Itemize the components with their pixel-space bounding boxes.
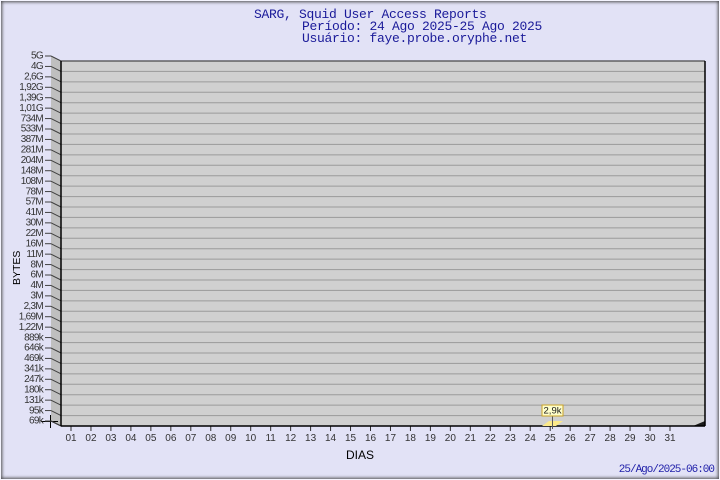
svg-text:341k: 341k bbox=[24, 364, 45, 375]
svg-text:4M: 4M bbox=[31, 280, 44, 291]
svg-text:5G: 5G bbox=[31, 51, 44, 62]
svg-text:21: 21 bbox=[465, 433, 477, 444]
svg-text:11: 11 bbox=[265, 433, 276, 444]
svg-text:734M: 734M bbox=[21, 113, 44, 124]
svg-text:30M: 30M bbox=[26, 218, 44, 229]
svg-text:4G: 4G bbox=[31, 61, 44, 72]
svg-text:29: 29 bbox=[625, 433, 637, 444]
svg-text:204M: 204M bbox=[21, 155, 44, 166]
svg-text:03: 03 bbox=[105, 433, 117, 444]
svg-text:19: 19 bbox=[425, 433, 437, 444]
svg-text:13: 13 bbox=[305, 433, 317, 444]
svg-text:889k: 889k bbox=[24, 332, 45, 343]
svg-text:180k: 180k bbox=[24, 384, 45, 395]
svg-text:95k: 95k bbox=[29, 405, 45, 416]
svg-text:20: 20 bbox=[445, 433, 457, 444]
svg-text:01: 01 bbox=[65, 433, 77, 444]
svg-text:469k: 469k bbox=[24, 353, 45, 364]
svg-text:18: 18 bbox=[405, 433, 417, 444]
svg-text:17: 17 bbox=[385, 433, 397, 444]
svg-text:14: 14 bbox=[325, 433, 337, 444]
svg-text:57M: 57M bbox=[26, 197, 44, 208]
svg-text:533M: 533M bbox=[21, 124, 44, 135]
svg-text:1,92G: 1,92G bbox=[19, 82, 44, 93]
svg-text:26: 26 bbox=[565, 433, 577, 444]
svg-text:09: 09 bbox=[225, 433, 237, 444]
svg-text:30: 30 bbox=[644, 433, 656, 444]
svg-text:387M: 387M bbox=[21, 134, 44, 145]
svg-text:12: 12 bbox=[285, 433, 297, 444]
svg-text:247k: 247k bbox=[24, 374, 45, 385]
svg-text:69k: 69k bbox=[29, 416, 45, 427]
svg-text:6M: 6M bbox=[31, 270, 44, 281]
svg-text:108M: 108M bbox=[21, 176, 44, 187]
svg-text:78M: 78M bbox=[26, 186, 44, 197]
svg-text:22: 22 bbox=[485, 433, 497, 444]
svg-text:1,39G: 1,39G bbox=[19, 92, 44, 103]
svg-text:08: 08 bbox=[205, 433, 217, 444]
svg-text:07: 07 bbox=[185, 433, 197, 444]
svg-text:281M: 281M bbox=[21, 145, 44, 156]
svg-text:05: 05 bbox=[145, 433, 157, 444]
svg-text:1,22M: 1,22M bbox=[19, 322, 44, 333]
svg-text:3M: 3M bbox=[31, 291, 44, 302]
svg-text:11M: 11M bbox=[26, 249, 43, 260]
svg-text:04: 04 bbox=[125, 433, 137, 444]
svg-text:27: 27 bbox=[585, 433, 597, 444]
svg-text:2,6G: 2,6G bbox=[24, 72, 44, 83]
svg-text:22M: 22M bbox=[26, 228, 44, 239]
svg-text:148M: 148M bbox=[21, 165, 44, 176]
svg-text:24: 24 bbox=[525, 433, 537, 444]
svg-text:2,9k: 2,9k bbox=[544, 406, 562, 417]
svg-text:06: 06 bbox=[165, 433, 177, 444]
svg-text:1,01G: 1,01G bbox=[19, 103, 44, 114]
svg-text:1,69M: 1,69M bbox=[19, 311, 44, 322]
svg-text:41M: 41M bbox=[26, 207, 44, 218]
svg-text:16M: 16M bbox=[26, 238, 44, 249]
svg-text:2,3M: 2,3M bbox=[24, 301, 44, 312]
svg-text:28: 28 bbox=[605, 433, 617, 444]
svg-text:15: 15 bbox=[345, 433, 357, 444]
svg-text:131k: 131k bbox=[24, 395, 45, 406]
svg-text:10: 10 bbox=[245, 433, 257, 444]
svg-text:31: 31 bbox=[664, 433, 676, 444]
svg-text:8M: 8M bbox=[31, 259, 44, 270]
svg-text:16: 16 bbox=[365, 433, 377, 444]
svg-text:646k: 646k bbox=[24, 343, 45, 354]
svg-text:23: 23 bbox=[505, 433, 517, 444]
svg-text:25: 25 bbox=[545, 433, 557, 444]
svg-text:02: 02 bbox=[85, 433, 97, 444]
